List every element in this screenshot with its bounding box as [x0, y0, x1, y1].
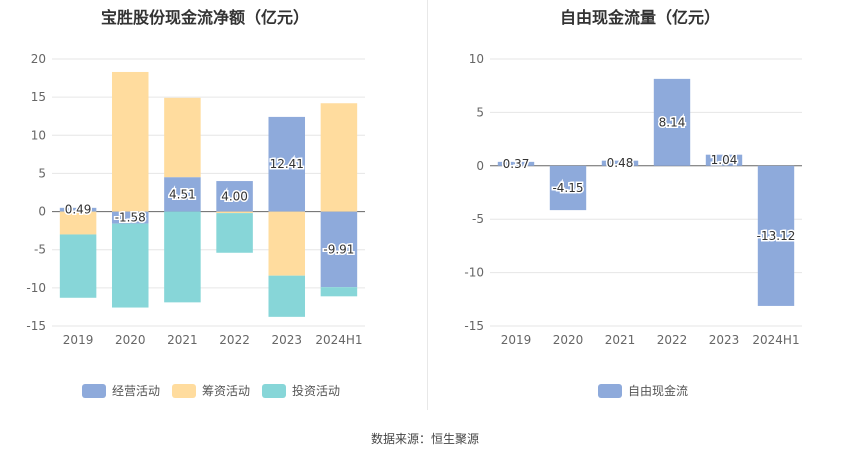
- y-tick-label: -15: [464, 319, 484, 333]
- right-chart-title: 自由现金流量（亿元）: [559, 8, 720, 27]
- legend-label-operating: 经营活动: [112, 384, 161, 398]
- y-tick-label: 10: [469, 52, 484, 66]
- y-tick-label: -15: [26, 319, 46, 333]
- x-tick-label: 2021: [167, 333, 198, 347]
- free-cash-flow-chart: 10 5 0 -5 -10 -15 2019 2020 2021 2022 2023 2024H1 0.…: [464, 52, 802, 347]
- y-tick-label: 15: [31, 90, 46, 104]
- data-label: 4.00: [221, 189, 248, 203]
- bar-投资活动-2022: [216, 213, 253, 253]
- legend-label-free-cash-flow: 自由现金流: [628, 384, 689, 398]
- right-legend: 自由现金流: [598, 382, 700, 399]
- y-tick-label: 0: [476, 159, 484, 173]
- legend-swatch-financing: [172, 383, 197, 398]
- bar-自由现金流-2020: [549, 165, 587, 211]
- y-tick-label: -10: [464, 266, 484, 280]
- y-tick-label: 0: [38, 205, 46, 219]
- data-label: 4.51: [169, 187, 196, 201]
- legend-swatch-operating: [82, 383, 106, 398]
- bar-投资活动-2024H1: [320, 287, 358, 297]
- legend-label-financing: 筹资活动: [202, 384, 251, 398]
- left-legend: 经营活动 筹资活动 投资活动: [82, 382, 352, 399]
- bar-筹资活动-2024H1: [320, 103, 358, 212]
- legend-item-operating[interactable]: 经营活动: [82, 382, 160, 399]
- x-tick-label: 2022: [657, 333, 688, 347]
- y-tick-label: 20: [31, 52, 46, 66]
- data-label: 8.14: [659, 115, 686, 129]
- y-tick-label: -5: [472, 212, 484, 226]
- data-label: 12.41: [270, 157, 304, 171]
- data-label: -1.58: [115, 211, 146, 225]
- bar-自由现金流-2019: [497, 161, 535, 166]
- legend-swatch-investing: [262, 383, 287, 398]
- y-tick-label: 5: [476, 105, 484, 119]
- bar-经营活动-2024H1: [320, 211, 358, 288]
- x-tick-label: 2023: [271, 333, 302, 347]
- data-label: 0.37: [503, 157, 530, 171]
- bar-投资活动-2023: [268, 275, 306, 317]
- bar-投资活动-2021: [164, 211, 201, 303]
- bar-自由现金流-2024H1: [757, 165, 795, 306]
- legend-label-investing: 投资活动: [292, 384, 341, 398]
- data-label: 0.49: [65, 203, 92, 217]
- data-source: 数据来源：恒生聚源: [370, 432, 479, 446]
- bar-筹资活动-2022: [216, 211, 253, 214]
- bar-经营活动-2020: [111, 211, 149, 224]
- data-label: 0.48: [607, 156, 634, 170]
- bar-自由现金流-2022: [653, 78, 691, 166]
- data-label: -4.15: [552, 181, 583, 195]
- x-tick-label: 2021: [605, 333, 636, 347]
- x-tick-label: 2020: [115, 333, 146, 347]
- bar-投资活动-2019: [59, 234, 97, 298]
- legend-item-free-cash-flow[interactable]: 自由现金流: [598, 382, 688, 399]
- chart-divider: [427, 0, 428, 410]
- bar-筹资活动-2020: [111, 71, 149, 212]
- legend-item-financing[interactable]: 筹资活动: [172, 382, 250, 399]
- y-tick-label: 5: [38, 166, 46, 180]
- y-tick-label: -10: [26, 281, 46, 295]
- data-label: -13.12: [757, 229, 796, 243]
- legend-item-investing[interactable]: 投资活动: [262, 382, 340, 399]
- y-tick-label: 10: [31, 128, 46, 142]
- x-tick-label: 2024H1: [315, 333, 362, 347]
- bar-筹资活动-2019: [59, 211, 97, 235]
- x-tick-label: 2019: [501, 333, 532, 347]
- bar-经营活动-2021: [164, 177, 201, 212]
- y-tick-label: -5: [34, 243, 46, 257]
- bar-筹资活动-2021: [164, 97, 201, 178]
- x-tick-label: 2022: [219, 333, 250, 347]
- data-label: 1.04: [711, 153, 738, 167]
- bar-筹资活动-2023: [268, 211, 306, 276]
- left-chart-title: 宝胜股份现金流净额（亿元）: [100, 8, 309, 27]
- bar-经营活动-2023: [268, 116, 306, 212]
- x-tick-label: 2020: [553, 333, 584, 347]
- data-label: -9.91: [323, 242, 354, 256]
- bar-自由现金流-2023: [705, 154, 743, 166]
- x-tick-label: 2019: [63, 333, 94, 347]
- cash-flow-net-chart: 20 15 10 5 0 -5 -10 -15 2019 2020 2021 2022 2023 2024…: [26, 52, 365, 347]
- bar-投资活动-2020: [111, 223, 149, 308]
- bar-经营活动-2019: [59, 207, 97, 212]
- x-tick-label: 2023: [709, 333, 740, 347]
- legend-swatch-free-cash-flow: [598, 383, 622, 398]
- bar-自由现金流-2021: [601, 160, 639, 166]
- x-tick-label: 2024H1: [752, 333, 799, 347]
- bar-经营活动-2022: [216, 181, 253, 212]
